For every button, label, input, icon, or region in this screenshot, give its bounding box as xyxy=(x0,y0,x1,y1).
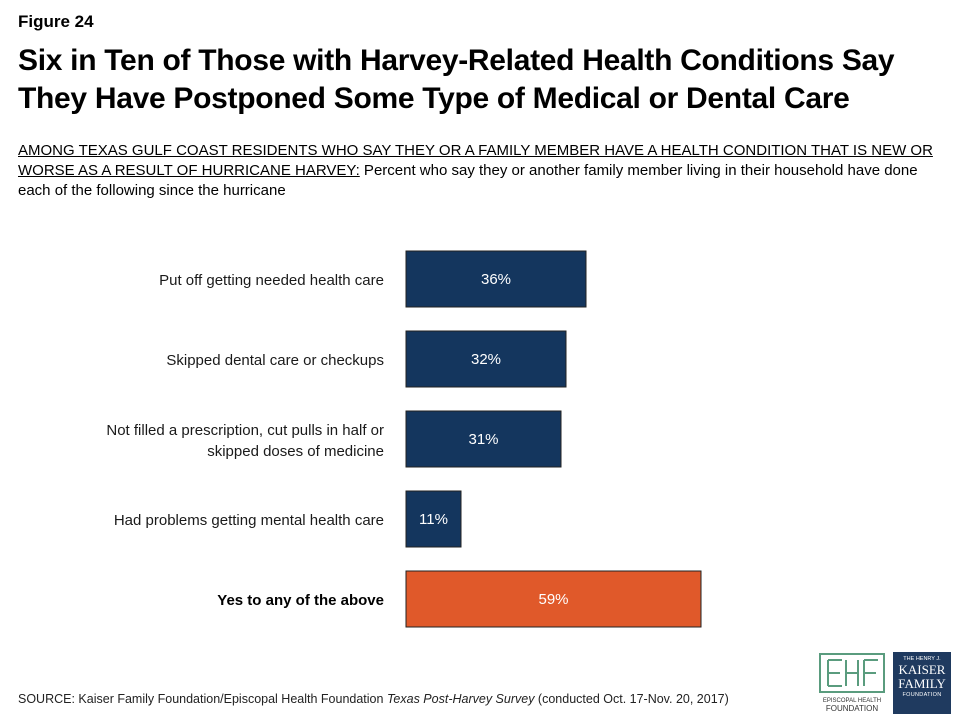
category-label-line: Not filled a prescription, cut pulls in … xyxy=(106,422,384,439)
source-prefix: SOURCE: Kaiser Family Foundation/Episcop… xyxy=(18,692,387,706)
ehf-logo-line1: EPISCOPAL HEALTH xyxy=(823,698,881,704)
kff-logo-line1: THE HENRY J. xyxy=(903,656,941,662)
bar-chart: 36% Put off getting needed health care 32%… xyxy=(106,250,702,628)
bar-3 xyxy=(405,410,562,468)
kff-logo-line3: FAMILY xyxy=(898,676,946,691)
bar-2 xyxy=(405,330,567,388)
category-label-line: Skipped dental care or checkups xyxy=(166,352,384,369)
value-label-4: 11% xyxy=(419,511,448,528)
bar-1 xyxy=(405,250,587,308)
subtitle-rest: Percent who say they or another family m… xyxy=(18,162,918,199)
category-label-3: Not filled a prescription, cut pulls in … xyxy=(106,422,384,460)
kff-logo-line4: FOUNDATION xyxy=(902,692,942,698)
value-label-5: 59% xyxy=(538,591,568,608)
category-label-2: Skipped dental care or checkups xyxy=(166,352,384,369)
source-survey-name: Texas Post-Harvey Survey xyxy=(386,692,535,706)
value-label-1: 36% xyxy=(481,271,511,288)
value-label-3: 31% xyxy=(468,431,498,448)
chart-subtitle: AMONG TEXAS GULF COAST RESIDENTS WHO SAY… xyxy=(18,141,943,201)
category-label-line: skipped doses of medicine xyxy=(207,443,384,460)
bar-5 xyxy=(405,570,702,628)
source-note: SOURCE: Kaiser Family Foundation/Episcop… xyxy=(18,692,729,706)
category-label-line: Put off getting needed health care xyxy=(159,272,384,289)
value-label-2: 32% xyxy=(471,351,501,368)
category-label-line: Had problems getting mental health care xyxy=(114,512,384,529)
source-suffix: (conducted Oct. 17-Nov. 20, 2017) xyxy=(534,692,729,706)
category-label-5: Yes to any of the above xyxy=(217,592,384,609)
ehf-logo-icon: EPISCOPAL HEALTH FOUNDATION xyxy=(819,653,885,713)
figure-label: Figure 24 xyxy=(18,12,94,31)
subtitle-underlined: AMONG TEXAS GULF COAST RESIDENTS WHO SAY… xyxy=(18,142,933,179)
kff-logo-icon: THE HENRY J. KAISER FAMILY FOUNDATION xyxy=(893,652,951,714)
category-label-line: Yes to any of the above xyxy=(217,592,384,609)
chart-title: Six in Ten of Those with Harvey-Related … xyxy=(18,44,895,115)
ehf-logo-line2: FOUNDATION xyxy=(826,704,879,713)
category-label-4: Had problems getting mental health care xyxy=(114,512,384,529)
category-label-1: Put off getting needed health care xyxy=(159,272,384,289)
kff-logo-line2: KAISER xyxy=(898,662,946,677)
bar-4 xyxy=(405,490,462,548)
